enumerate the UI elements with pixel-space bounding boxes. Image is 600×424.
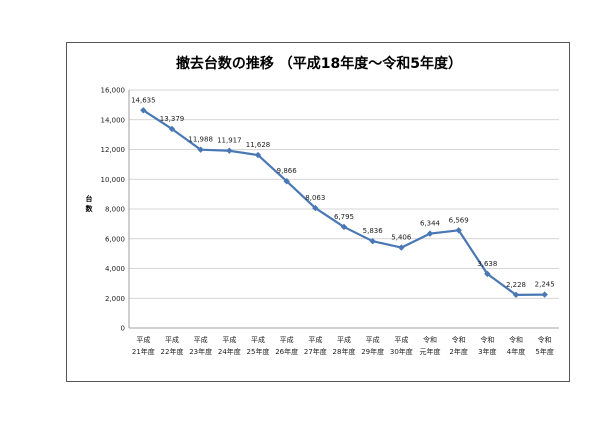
x-tick-label-era: 平成: [308, 335, 322, 344]
x-tick-label-era: 平成: [136, 335, 150, 344]
x-tick-label-year: 30年度: [390, 347, 413, 356]
data-label: 14,635: [131, 96, 156, 104]
y-tick-label: 10,000: [101, 176, 126, 184]
data-label: 8,063: [305, 194, 325, 202]
x-tick-label-era: 令和: [480, 335, 494, 344]
data-point-marker: [426, 230, 434, 237]
chart-area: 撤去台数の推移 （平成18年度～令和5年度） 0 2,000 4,000 6,000 8…: [66, 42, 570, 382]
data-label: 6,344: [420, 220, 441, 228]
y-tick-label: 2,000: [105, 295, 125, 303]
y-tick-label: 0: [121, 325, 125, 333]
data-labels: 14,635 13,379 11,988 11,917 11,628 9,866 8,063…: [131, 96, 555, 289]
data-point-marker: [283, 178, 290, 185]
x-tick-label-year: 26年度: [275, 347, 298, 356]
x-tick-label-year: 21年度: [132, 347, 155, 356]
x-tick-label-era: 平成: [251, 335, 265, 344]
data-label: 11,917: [217, 137, 242, 145]
x-tick-label-year: 27年度: [304, 347, 327, 356]
data-label: 9,866: [277, 167, 298, 175]
y-tick-label: 16,000: [101, 87, 126, 95]
x-tick-label-year: 5年度: [535, 347, 553, 356]
y-axis-label-line2: 数: [86, 204, 94, 213]
y-tick-label: 8,000: [105, 206, 125, 214]
data-point-marker: [312, 204, 319, 212]
x-tick-label-era: 令和: [423, 335, 437, 344]
x-tick-label-era: 平成: [280, 335, 294, 344]
x-tick-label-year: 4年度: [507, 347, 525, 356]
y-tick-label: 12,000: [101, 146, 126, 154]
x-tick-label-era: 令和: [509, 335, 523, 344]
data-label: 11,988: [188, 136, 213, 144]
data-label: 6,569: [449, 216, 469, 224]
data-label: 2,245: [535, 281, 555, 289]
x-tick-label-year: 元年度: [420, 347, 441, 356]
data-label: 6,795: [334, 213, 354, 221]
data-point-marker: [340, 223, 348, 231]
data-point-marker: [455, 227, 462, 234]
x-tick-label-year: 2年度: [449, 347, 467, 356]
data-point-marker: [484, 270, 491, 278]
x-tick-label-year: 3年度: [478, 347, 496, 356]
data-point-marker: [541, 291, 548, 298]
y-axis-label-line1: 台: [86, 194, 93, 203]
x-tick-label-era: 平成: [165, 335, 179, 344]
data-label: 2,228: [506, 281, 526, 289]
x-tick-label-era: 平成: [194, 335, 208, 344]
data-point-marker: [197, 146, 204, 153]
data-point-marker: [512, 291, 520, 299]
x-tick-label-year: 25年度: [247, 347, 270, 356]
y-tick-label: 6,000: [105, 235, 125, 243]
axes: 0 2,000 4,000 6,000 8,000 10,000 12,000 14,000 1…: [101, 87, 559, 356]
data-label: 5,836: [363, 227, 384, 235]
data-point-marker: [226, 147, 233, 154]
x-tick-label-era: 令和: [452, 335, 466, 344]
data-label: 3,638: [477, 260, 497, 268]
x-tick-label-era: 平成: [366, 335, 380, 344]
x-tick-label-year: 29年度: [361, 347, 384, 356]
data-point-marker: [369, 237, 376, 245]
x-tick-label-year: 28年度: [333, 347, 356, 356]
x-tick-label-era: 令和: [538, 335, 552, 344]
data-point-marker: [398, 244, 405, 251]
chart-title: 撤去台数の推移 （平成18年度～令和5年度）: [176, 55, 462, 72]
series: [140, 107, 548, 299]
data-label: 11,628: [246, 141, 271, 149]
y-tick-label: 14,000: [101, 116, 126, 124]
x-tick-label-year: 22年度: [161, 347, 184, 356]
data-label: 5,406: [391, 234, 412, 242]
data-point-marker: [140, 107, 147, 114]
x-tick-label-year: 24年度: [218, 347, 241, 356]
line-chart: 撤去台数の推移 （平成18年度～令和5年度） 0 2,000 4,000 6,000 8…: [86, 55, 559, 356]
x-tick-label-year: 23年度: [189, 347, 212, 356]
y-tick-label: 4,000: [105, 265, 125, 273]
data-label: 13,379: [160, 115, 185, 123]
x-tick-label-era: 平成: [394, 335, 408, 344]
x-tick-label-era: 平成: [222, 335, 236, 344]
x-tick-label-era: 平成: [337, 335, 351, 344]
